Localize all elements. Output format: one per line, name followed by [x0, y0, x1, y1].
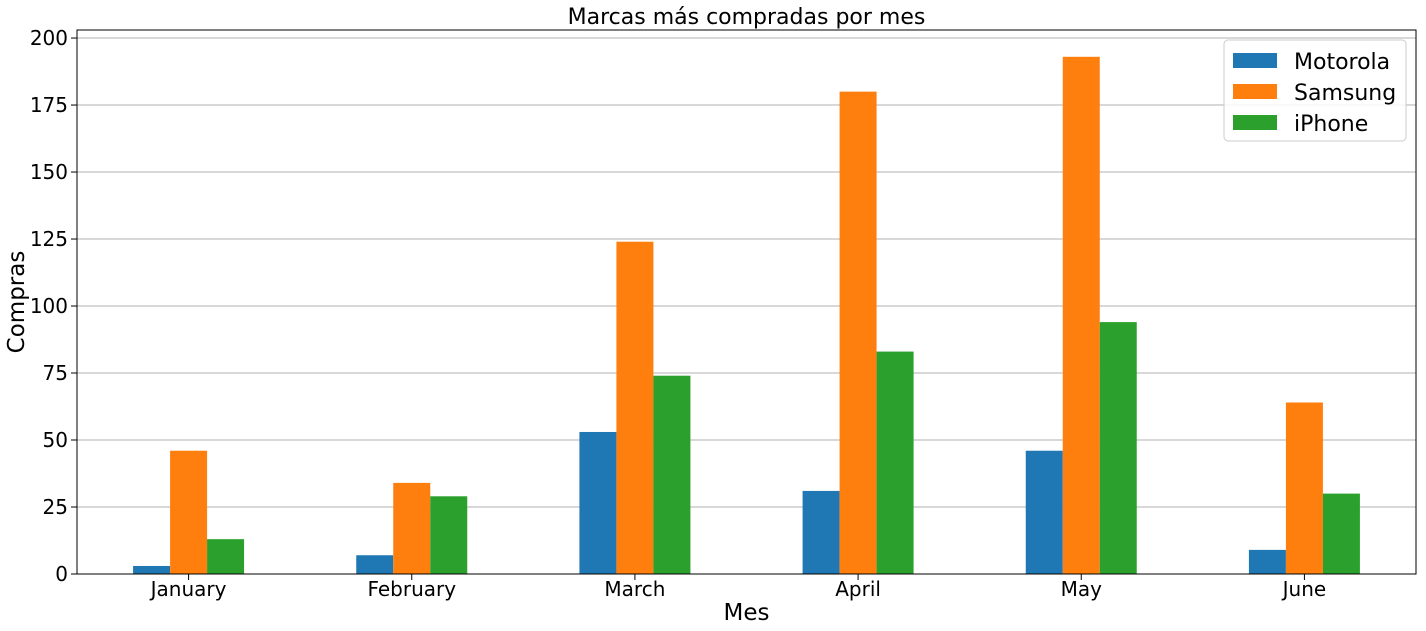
y-tick-label: 75 [43, 361, 68, 385]
x-axis-title: Mes [724, 600, 770, 626]
y-axis-ticks: 0 25 50 75 100 125 150 175 200 [30, 26, 77, 586]
x-tick-label: February [367, 577, 456, 601]
legend: Motorola Samsung iPhone [1223, 39, 1407, 142]
x-tick-label: May [1061, 577, 1103, 601]
legend-label-motorola: Motorola [1294, 50, 1390, 75]
y-tick-label: 200 [30, 26, 68, 50]
x-tick-label: June [1281, 577, 1327, 601]
bar-iphone-march [653, 375, 691, 574]
bar-motorola-february [356, 555, 394, 574]
y-tick-label: 25 [43, 495, 68, 519]
y-tick-label: 50 [43, 428, 68, 452]
bar-samsung-may [1062, 56, 1100, 574]
plot-frame [76, 29, 1417, 575]
bar-iphone-april [876, 351, 914, 574]
y-tick-label: 175 [30, 93, 68, 117]
x-tick-label: April [835, 577, 881, 601]
bar-iphone-may [1099, 322, 1137, 574]
bar-motorola-january [133, 565, 171, 574]
chart-title: Marcas más compradas por mes [568, 5, 926, 30]
bar-iphone-january [207, 539, 245, 574]
bar-motorola-march [579, 431, 617, 574]
bar-samsung-march [616, 241, 654, 574]
x-tick-label: March [604, 577, 665, 601]
legend-swatch-iphone [1233, 115, 1277, 130]
bars [133, 56, 1360, 574]
bar-samsung-april [839, 91, 877, 574]
bar-motorola-june [1248, 549, 1286, 574]
legend-swatch-samsung [1233, 84, 1277, 99]
bar-samsung-february [393, 482, 431, 574]
bar-samsung-january [170, 450, 208, 574]
x-tick-label: January [149, 577, 227, 601]
bar-iphone-june [1322, 493, 1360, 574]
bar-motorola-april [802, 490, 840, 574]
bar-samsung-june [1285, 402, 1323, 574]
gridlines [77, 37, 1416, 508]
legend-swatch-motorola [1233, 53, 1277, 68]
legend-label-iphone: iPhone [1294, 112, 1368, 137]
y-tick-label: 100 [30, 294, 68, 318]
y-tick-label: 0 [55, 562, 68, 586]
legend-label-samsung: Samsung [1294, 81, 1396, 106]
y-tick-label: 150 [30, 160, 68, 184]
y-tick-label: 125 [30, 227, 68, 251]
y-axis-title: Compras [4, 251, 30, 354]
bar-iphone-february [430, 496, 468, 574]
bar-motorola-may [1025, 450, 1063, 574]
x-axis-ticks: January February March April May June [149, 574, 1327, 601]
